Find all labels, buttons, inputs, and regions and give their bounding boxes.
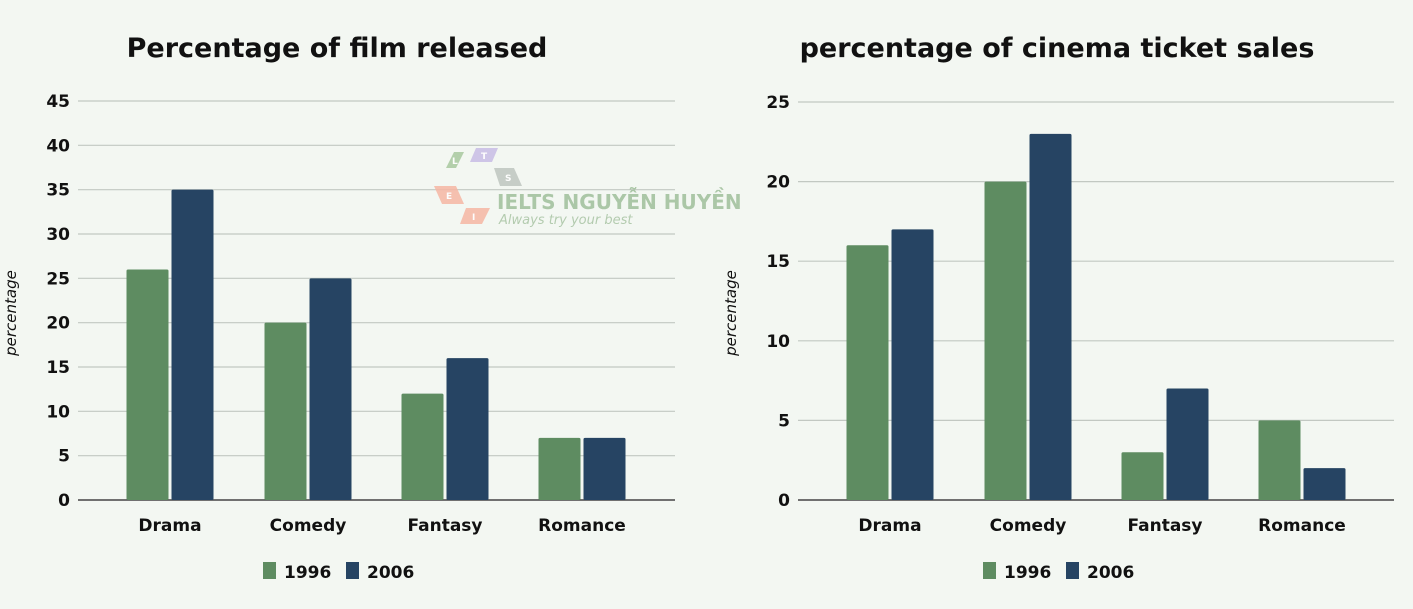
y-tick-label: 0 — [778, 491, 790, 511]
bar-romance-1996 — [1258, 420, 1301, 500]
y-axis-label: percentage — [722, 270, 740, 357]
legend-label-1996: 1996 — [1004, 563, 1051, 583]
y-tick-label: 5 — [58, 447, 70, 467]
y-tick-labels: 0 5 10 15 20 25 — [766, 93, 790, 511]
bar-fantasy-1996 — [1121, 452, 1164, 500]
category-label-fantasy: Fantasy — [408, 516, 483, 536]
logo-letter-t: T — [481, 152, 488, 162]
bar-fantasy-2006 — [446, 358, 489, 500]
logo-tile-l — [446, 152, 464, 168]
legend-swatch-2006 — [1066, 562, 1079, 579]
category-labels: Drama Comedy Fantasy Romance — [858, 516, 1345, 536]
y-tick-label: 15 — [766, 252, 790, 272]
legend: 1996 2006 — [983, 562, 1134, 583]
logo-letter-l: L — [452, 157, 458, 167]
y-tick-label: 20 — [766, 173, 790, 193]
category-label-drama: Drama — [858, 516, 921, 536]
bars — [126, 189, 626, 500]
y-tick-label: 25 — [766, 93, 790, 113]
bar-comedy-1996 — [264, 322, 307, 500]
y-tick-label: 35 — [46, 181, 70, 201]
bar-drama-2006 — [171, 189, 214, 500]
watermark-tagline: Always try your best — [498, 213, 633, 228]
y-tick-label: 45 — [46, 92, 70, 112]
category-label-romance: Romance — [1258, 516, 1346, 536]
y-tick-label: 5 — [778, 411, 790, 431]
category-label-fantasy: Fantasy — [1128, 516, 1203, 536]
logo-letter-s: S — [505, 174, 511, 184]
logo-tile-i — [460, 208, 490, 224]
category-labels: Drama Comedy Fantasy Romance — [138, 516, 625, 536]
bar-fantasy-1996 — [401, 393, 444, 500]
logo-letter-e: E — [446, 192, 452, 202]
y-tick-label: 10 — [46, 402, 70, 422]
y-tick-label: 40 — [46, 136, 70, 156]
category-label-comedy: Comedy — [270, 516, 347, 536]
logo-tile-e — [434, 186, 464, 204]
bar-drama-1996 — [846, 245, 889, 500]
y-tick-label: 25 — [46, 269, 70, 289]
logo-tile-t — [470, 148, 498, 162]
chart-film-released: Percentage of film released percentage 0… — [2, 33, 675, 583]
bar-drama-1996 — [126, 269, 169, 500]
watermark-logo: L T S E I IELTS NGUYỄN HUYỀN Always try … — [434, 148, 742, 228]
bar-comedy-1996 — [984, 181, 1027, 500]
y-tick-label: 30 — [46, 225, 70, 245]
legend-swatch-2006 — [346, 562, 359, 579]
bar-comedy-2006 — [1029, 133, 1072, 500]
legend-label-2006: 2006 — [1087, 563, 1134, 583]
category-label-romance: Romance — [538, 516, 626, 536]
legend: 1996 2006 — [263, 562, 414, 583]
bar-romance-1996 — [538, 437, 581, 500]
legend-swatch-1996 — [263, 562, 276, 579]
y-axis-label: percentage — [2, 270, 20, 357]
y-tick-label: 0 — [58, 491, 70, 511]
y-tick-label: 20 — [46, 314, 70, 334]
bar-drama-2006 — [891, 229, 934, 501]
bar-fantasy-2006 — [1166, 388, 1209, 500]
legend-swatch-1996 — [983, 562, 996, 579]
category-label-comedy: Comedy — [990, 516, 1067, 536]
watermark-text: IELTS NGUYỄN HUYỀN — [497, 187, 742, 214]
y-tick-labels: 0 5 10 15 20 25 30 35 40 45 — [46, 92, 70, 511]
y-tick-label: 10 — [766, 332, 790, 352]
bar-romance-2006 — [583, 437, 626, 500]
chart-title: percentage of cinema ticket sales — [800, 33, 1315, 64]
legend-label-2006: 2006 — [367, 563, 414, 583]
chart-ticket-sales: percentage of cinema ticket sales percen… — [722, 33, 1394, 583]
logo-tile-s — [494, 168, 522, 186]
category-label-drama: Drama — [138, 516, 201, 536]
bar-romance-2006 — [1303, 468, 1346, 500]
logo-letter-i: I — [472, 213, 475, 223]
chart-title: Percentage of film released — [127, 33, 548, 64]
bar-comedy-2006 — [309, 278, 352, 500]
y-tick-label: 15 — [46, 358, 70, 378]
legend-label-1996: 1996 — [284, 563, 331, 583]
bars — [846, 133, 1346, 501]
